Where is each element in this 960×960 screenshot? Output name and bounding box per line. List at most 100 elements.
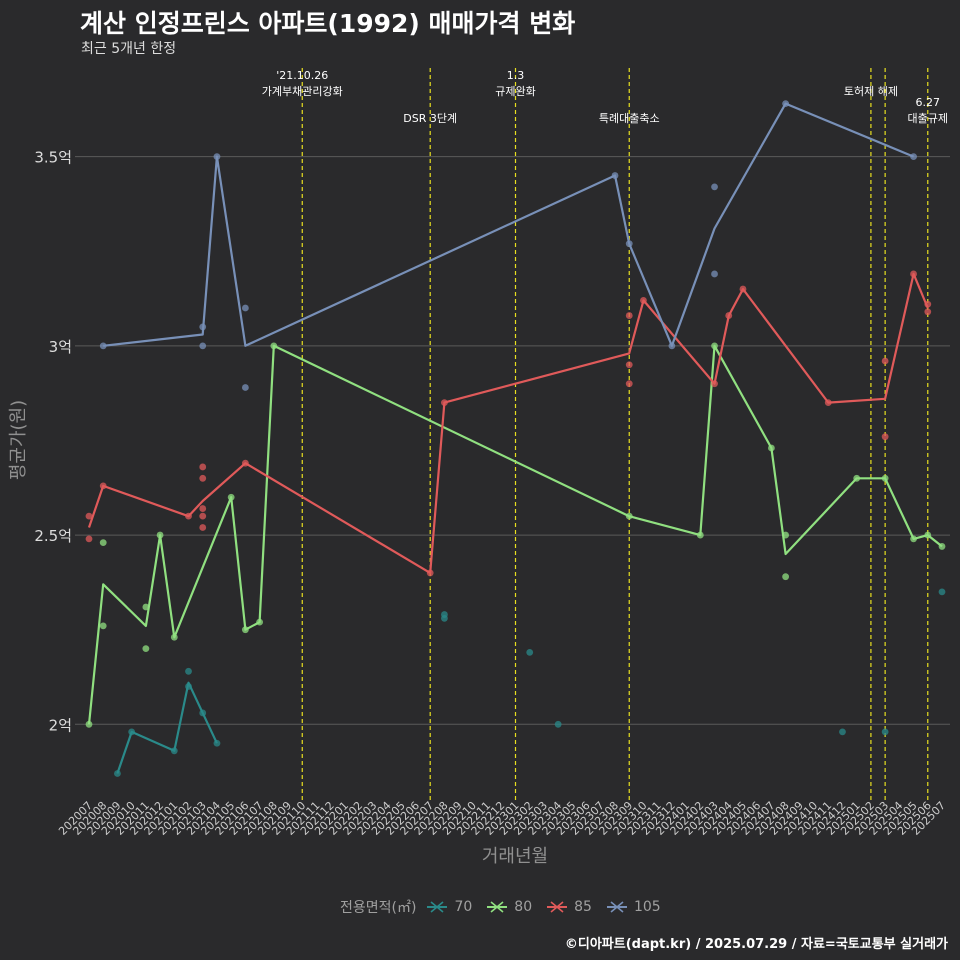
data-point-85	[99, 482, 107, 490]
y-tick-label: 2억	[49, 716, 72, 734]
data-point-80	[142, 603, 150, 611]
data-point-80	[910, 535, 917, 543]
x-axis-label: 거래년월	[482, 846, 548, 867]
legend-label: 105	[633, 899, 661, 915]
data-point-85	[924, 308, 932, 316]
data-point-70	[185, 667, 192, 675]
data-point-80	[625, 512, 633, 520]
legend-item-85: 85	[546, 899, 592, 915]
y-tick-label: 2.5억	[34, 527, 72, 545]
data-point-80	[924, 531, 932, 539]
legend-item-70: 70	[426, 899, 472, 915]
data-point-105	[711, 183, 718, 191]
series-line-70	[116, 681, 218, 774]
data-point-105	[611, 172, 619, 179]
legend-label: 80	[514, 899, 533, 915]
data-point-70	[881, 728, 889, 736]
data-point-85	[881, 357, 889, 365]
y-tick-label: 3.5억	[34, 149, 72, 167]
data-point-105	[241, 384, 249, 391]
series-line-105	[103, 102, 915, 347]
data-point-105	[711, 270, 718, 278]
data-point-80	[270, 342, 278, 350]
chart-title: 계산 인정프린스 아파트(1992) 매매가격 변화	[80, 9, 576, 38]
data-point-80	[782, 531, 790, 539]
data-point-80	[711, 342, 718, 350]
data-point-85	[199, 512, 207, 520]
data-point-80	[853, 474, 861, 482]
data-point-85	[640, 297, 647, 304]
event-annotation: 1.3	[507, 69, 525, 82]
legend-key-icon	[547, 901, 568, 913]
data-point-70	[114, 770, 121, 777]
data-point-80	[142, 645, 150, 653]
data-point-80	[99, 622, 107, 630]
data-point-80	[782, 573, 790, 581]
data-point-85	[85, 535, 93, 543]
event-annotation: '21.10.26	[276, 69, 328, 82]
data-point-105	[625, 240, 633, 248]
y-tick-label: 3억	[49, 338, 72, 356]
data-point-85	[824, 399, 832, 407]
data-point-105	[213, 153, 221, 161]
legend-item-105: 105	[606, 899, 661, 915]
data-point-85	[85, 512, 93, 520]
data-point-80	[227, 493, 235, 501]
event-annotation: 특례대출축소	[599, 112, 660, 125]
data-point-80	[170, 633, 178, 641]
data-point-85	[241, 459, 249, 467]
data-point-80	[881, 474, 889, 482]
data-point-105	[99, 342, 107, 350]
event-annotation: DSR 3단계	[403, 112, 457, 125]
event-annotation: 토허제 해제	[844, 84, 898, 98]
data-point-85	[625, 380, 633, 388]
data-point-85	[199, 463, 207, 471]
data-point-70	[441, 614, 448, 622]
data-point-85	[711, 380, 718, 388]
data-point-85	[441, 399, 448, 407]
data-point-80	[768, 444, 775, 452]
data-point-85	[881, 433, 889, 441]
data-point-70	[526, 649, 534, 656]
data-point-105	[668, 342, 676, 350]
series-line-85	[87, 272, 929, 574]
legend-item-80: 80	[486, 899, 532, 915]
source-caption: ©디아파트(dapt.kr) / 2025.07.29 / 자료=국토교통부 실…	[564, 937, 948, 952]
event-annotation: 규제완화	[495, 85, 535, 98]
data-point-105	[199, 323, 207, 331]
event-annotation: 가계부채관리강화	[262, 85, 343, 98]
data-point-70	[213, 739, 221, 747]
data-point-85	[739, 285, 747, 293]
legend: 전용면적(㎡) 70 80 85 105	[340, 896, 675, 918]
legend-title: 전용면적(㎡)	[340, 900, 417, 916]
data-point-80	[156, 531, 164, 539]
data-point-70	[170, 747, 178, 755]
legend-key-icon	[487, 901, 508, 913]
data-point-70	[938, 588, 946, 596]
data-point-85	[199, 505, 207, 512]
data-point-105	[241, 304, 249, 312]
data-point-105	[782, 100, 790, 108]
data-point-85	[625, 361, 633, 369]
data-point-85	[625, 312, 633, 319]
y-axis-label: 평균가(원)	[8, 400, 29, 480]
data-point-85	[199, 474, 207, 482]
data-point-85	[185, 512, 192, 520]
data-point-80	[696, 531, 704, 539]
data-point-85	[426, 569, 434, 577]
data-point-85	[924, 300, 932, 308]
data-point-70	[128, 728, 136, 736]
data-point-80	[256, 618, 263, 626]
data-point-70	[554, 720, 562, 728]
data-point-70	[185, 683, 192, 690]
data-point-80	[938, 543, 946, 550]
legend-label: 85	[574, 899, 592, 915]
data-point-70	[199, 709, 207, 717]
data-point-105	[199, 342, 207, 350]
data-point-80	[241, 626, 249, 634]
legend-key-icon	[427, 901, 448, 913]
chart-subtitle: 최근 5개년 한정	[81, 41, 177, 57]
data-point-80	[99, 539, 107, 547]
data-point-85	[910, 270, 917, 278]
